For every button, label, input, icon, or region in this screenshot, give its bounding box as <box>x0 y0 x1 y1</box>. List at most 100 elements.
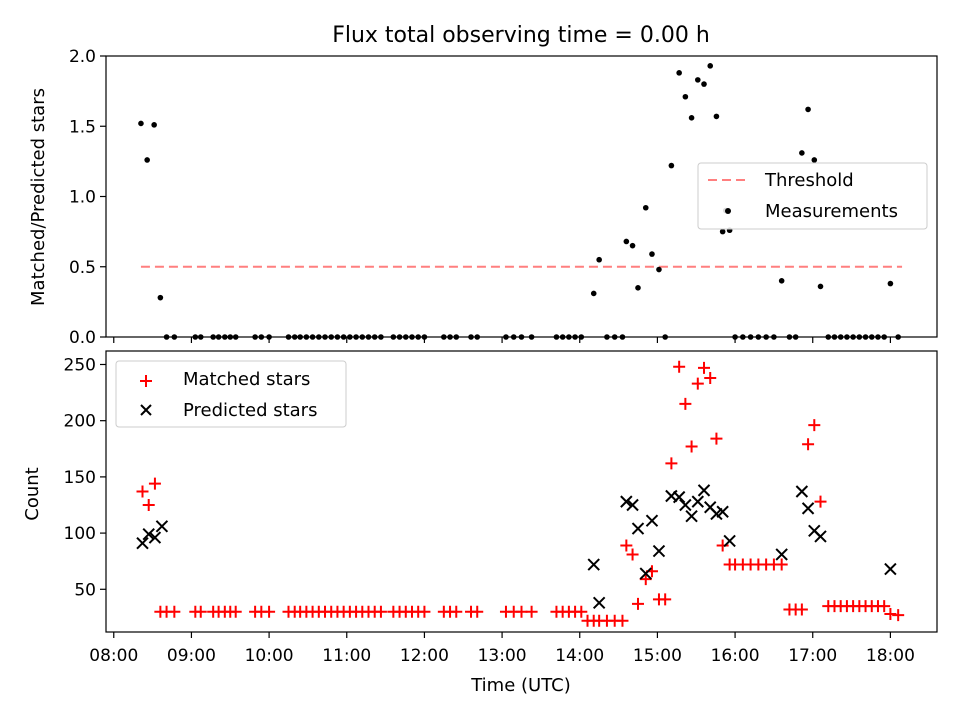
matched-point <box>878 600 891 613</box>
bottom-legend-matched-label: Matched stars <box>183 369 310 390</box>
measurement-point <box>590 290 597 297</box>
figure-title: Flux total observing time = 0.00 h <box>332 23 710 48</box>
measurement-point <box>817 283 824 290</box>
x-tick-label: 08:00 <box>89 646 138 666</box>
top-y-tick-label: 1.0 <box>69 188 96 208</box>
matched-point <box>631 597 644 610</box>
predicted-point <box>691 495 705 508</box>
bottom-y-axis-label: Count <box>22 467 43 520</box>
measurement-point <box>805 106 811 113</box>
bottom-y-tick-label: 100 <box>64 524 96 544</box>
bottom-legend-matched-swatch <box>140 375 152 387</box>
measurement-point <box>635 285 641 291</box>
matched-point <box>808 419 821 432</box>
matched-point <box>194 605 207 618</box>
predicted-point <box>587 558 600 571</box>
measurement-point <box>676 70 682 76</box>
top-legend: Threshold Measurements <box>697 162 928 230</box>
matched-point <box>659 593 672 606</box>
matched-point <box>710 432 723 445</box>
bottom-legend-predicted-swatch <box>140 404 152 416</box>
measurement-point <box>138 120 144 127</box>
matched-point <box>418 605 431 618</box>
matched-point <box>802 438 815 451</box>
measurement-point <box>707 63 714 69</box>
x-tick-label: 16:00 <box>711 646 760 666</box>
bottom-panel: 50 100 150 200 250 08:00 09:00 10:00 11:00 12:00 1… <box>22 350 938 696</box>
predicted-point <box>814 530 827 543</box>
measurement-point <box>596 256 602 263</box>
top-axis-layer: 0.0 0.5 1.0 1.5 2.0 <box>69 47 892 348</box>
predicted-point <box>697 484 711 497</box>
matched-point <box>685 440 698 453</box>
matched-point <box>575 605 588 618</box>
measurement-point <box>668 162 675 169</box>
matched-point <box>515 605 528 618</box>
predicted-point <box>884 562 897 576</box>
x-tick-label: 15:00 <box>633 646 682 666</box>
measurement-point <box>642 204 649 211</box>
measurement-point <box>656 266 662 273</box>
predicted-point <box>795 485 809 498</box>
measurement-point <box>887 280 894 287</box>
x-tick-label: 09:00 <box>167 646 216 666</box>
predicted-point <box>672 490 686 504</box>
matched-point <box>471 605 484 618</box>
matched-point <box>814 495 827 508</box>
matched-point <box>892 609 905 622</box>
x-tick-label: 13:00 <box>478 646 527 666</box>
matched-point <box>795 603 808 616</box>
predicted-point <box>645 514 659 527</box>
bottom-y-tick-label: 250 <box>64 355 96 375</box>
measurement-point <box>719 228 726 235</box>
bottom-plot-frame <box>105 350 938 633</box>
top-legend-threshold-label: Threshold <box>764 170 854 191</box>
top-y-tick-label: 1.5 <box>69 117 96 137</box>
measurement-point <box>713 113 720 120</box>
x-tick-label: 14:00 <box>555 646 604 666</box>
x-tick-label: 10:00 <box>245 646 294 666</box>
matched-point <box>679 397 692 410</box>
measurement-point <box>629 242 636 249</box>
matched-point <box>704 371 717 384</box>
measurement-point <box>701 81 707 87</box>
bottom-legend-predicted-label: Predicted stars <box>183 400 317 421</box>
top-legend-frame <box>697 162 928 230</box>
predicted-point <box>723 534 736 548</box>
predicted-point <box>775 548 788 561</box>
matched-point <box>450 605 463 618</box>
matched-point <box>616 614 629 627</box>
top-y-tick-label: 2.0 <box>69 47 96 67</box>
matched-point <box>639 573 652 586</box>
top-plot-frame <box>105 55 938 338</box>
matched-point <box>148 477 161 490</box>
bottom-marks-layer <box>136 360 905 627</box>
top-y-axis-label: Matched/Predicted stars <box>28 88 49 306</box>
measurement-point <box>811 157 818 163</box>
top-legend-measurements-label: Measurements <box>765 201 898 222</box>
predicted-point <box>679 498 692 512</box>
bottom-y-tick-label: 50 <box>74 580 96 600</box>
predicted-point <box>716 505 729 518</box>
matched-point <box>673 360 686 373</box>
predicted-point <box>136 536 149 550</box>
predicted-point <box>652 544 666 558</box>
predicted-point <box>639 567 652 580</box>
predicted-point <box>801 502 815 515</box>
matched-point <box>136 485 149 498</box>
predicted-point <box>142 528 155 541</box>
bottom-legend-frame <box>115 360 347 428</box>
x-axis-label: Time (UTC) <box>470 675 571 696</box>
measurement-point <box>649 251 655 257</box>
x-tick-label: 12:00 <box>400 646 449 666</box>
measurement-point <box>694 77 701 83</box>
matched-point <box>263 605 276 618</box>
measurement-point <box>151 122 157 128</box>
predicted-point <box>685 510 698 523</box>
top-panel: 0.00.51.01.52.0 Matched/Predicted stars … <box>28 47 938 348</box>
top-legend-measurements-swatch <box>725 208 731 214</box>
predicted-point <box>148 531 162 544</box>
bottom-y-tick-label: 200 <box>64 412 96 432</box>
matched-point <box>665 457 678 470</box>
matched-point <box>620 539 633 552</box>
